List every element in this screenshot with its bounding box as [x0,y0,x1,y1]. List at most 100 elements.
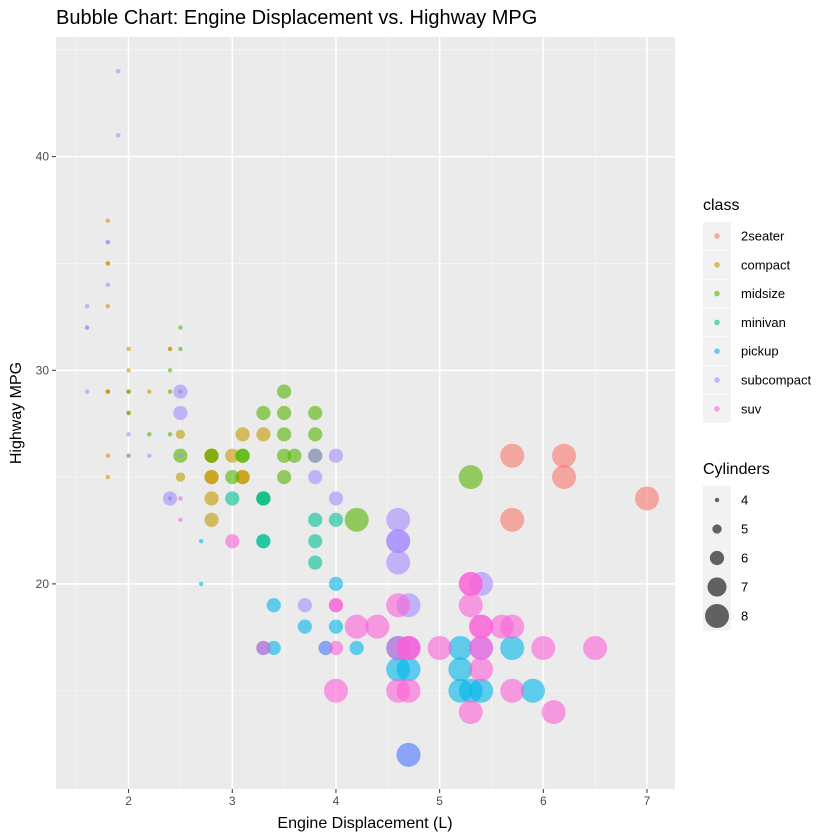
data-point-minivan [256,491,271,506]
data-point-pickup [448,636,473,660]
size-legend-label: 4 [741,493,748,508]
class-legend-label: midsize [741,286,785,301]
size-legend-swatch [705,604,729,628]
data-point-pickup [500,636,525,660]
data-point-compact [167,346,173,352]
data-point-subcompact [318,640,333,656]
y-tick-label: 30 [36,363,50,377]
data-point-2seater [500,443,525,468]
data-point-subcompact [386,507,411,532]
data-point-midsize [147,432,152,437]
data-point-subcompact [308,469,323,485]
class-legend-swatch [714,319,720,326]
data-point-compact [105,218,111,223]
chart-title: Bubble Chart: Engine Displacement vs. Hi… [56,7,537,29]
data-point-subcompact [386,550,411,575]
data-point-2seater [552,465,577,490]
data-point-suv [256,640,271,656]
class-legend-label: suv [741,401,762,416]
data-point-pickup [396,657,421,682]
data-point-subcompact [105,239,111,245]
data-point-midsize [178,325,183,330]
data-point-suv [500,614,525,639]
data-point-subcompact [116,133,121,138]
class-legend-swatch [714,406,720,412]
data-point-subcompact [297,598,312,613]
cylinders-legend-title: Cylinders [703,461,770,478]
x-tick-label: 4 [333,794,340,808]
data-point-midsize [277,427,292,442]
data-point-pickup [198,538,204,544]
data-point-suv [531,636,556,660]
size-legend-swatch [707,577,727,597]
data-point-subcompact [178,453,183,458]
data-point-compact [204,512,219,527]
data-point-pickup [469,678,494,703]
data-point-suv [178,496,183,501]
data-point-2seater [500,507,525,532]
data-point-subcompact [308,448,323,463]
data-point-subcompact [126,453,131,458]
class-legend-title: class [703,197,739,214]
data-point-compact [204,469,219,485]
data-point-subcompact [84,389,90,394]
data-point-suv [458,700,483,725]
data-point-compact [175,429,186,440]
data-point-2seater [552,443,577,468]
data-point-subcompact [173,384,188,399]
data-point-compact [235,427,250,442]
major-gridlines [56,37,675,789]
size-legend-label: 6 [741,551,748,566]
data-point-suv [583,636,608,660]
data-point-subcompact [328,448,344,463]
data-point-minivan [308,512,323,527]
data-point-midsize [167,389,173,394]
data-point-midsize [204,448,219,463]
data-point-midsize [277,384,292,399]
data-point-pickup [349,640,364,656]
data-point-minivan [308,534,323,549]
x-tick-label: 5 [436,794,443,808]
data-point-subcompact [84,303,90,309]
data-point-compact [256,427,271,442]
data-point-midsize [225,469,240,485]
size-legend-swatch [712,524,722,534]
y-tick-label: 40 [36,150,50,164]
data-point-pickup [520,678,545,703]
data-point-subcompact [84,325,90,330]
data-point-suv [365,614,390,639]
size-legend-label: 5 [741,522,748,537]
data-point-subcompact [328,491,344,506]
data-point-compact [126,368,131,373]
minor-gridlines [56,37,675,789]
data-point-subcompact [386,529,411,554]
data-point-compact [105,261,111,266]
data-point-midsize [308,405,323,421]
x-tick-label: 2 [125,794,132,808]
data-point-compact [105,303,111,309]
y-axis-title: Highway MPG [8,362,25,464]
data-point-2seater [635,486,660,511]
size-legend-swatch [714,497,720,503]
data-point-minivan [308,555,323,570]
data-point-suv [469,614,494,639]
data-point-compact [204,491,219,506]
data-point-subcompact [105,282,111,288]
data-point-midsize [167,432,173,437]
data-point-suv [323,678,348,703]
cylinders-legend: Cylinders 4 5 6 7 8 [703,461,770,631]
data-points [84,68,660,767]
class-legend-swatch [714,290,720,297]
size-legend-swatch [709,550,725,566]
data-point-midsize [256,405,271,421]
data-point-suv [328,598,344,613]
y-tick-label: 20 [36,577,50,591]
data-point-midsize [126,410,131,416]
class-legend-swatch [714,377,720,383]
class-legend-label: 2seater [741,229,785,244]
data-point-compact [105,389,111,394]
data-point-minivan [328,512,344,527]
data-point-suv [469,636,494,660]
data-point-suv [458,571,483,596]
